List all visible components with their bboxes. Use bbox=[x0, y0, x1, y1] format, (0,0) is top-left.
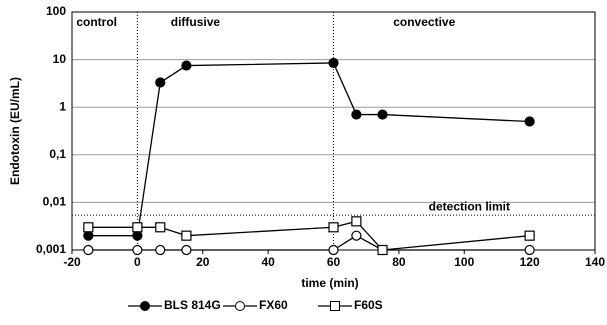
marker bbox=[328, 57, 339, 69]
y-tick-label: 0,001 bbox=[36, 242, 66, 256]
marker bbox=[328, 222, 339, 233]
marker bbox=[83, 230, 94, 241]
marker bbox=[524, 230, 535, 241]
marker bbox=[155, 222, 166, 233]
x-tick-label: 0 bbox=[134, 255, 141, 269]
x-tick-label: 40 bbox=[261, 255, 275, 269]
marker bbox=[83, 222, 94, 233]
legend-label: FX60 bbox=[259, 298, 288, 312]
x-tick-label: 80 bbox=[392, 255, 406, 269]
x-tick-label: 60 bbox=[327, 255, 341, 269]
legend-marker bbox=[330, 301, 340, 311]
y-tick-label: 0,1 bbox=[49, 147, 66, 161]
marker bbox=[181, 230, 192, 241]
x-tick-label: -20 bbox=[63, 255, 81, 269]
marker bbox=[377, 244, 388, 256]
phase-label: diffusive bbox=[171, 15, 221, 29]
marker bbox=[155, 77, 166, 88]
series-line bbox=[88, 234, 530, 251]
x-tick-label: 20 bbox=[196, 255, 210, 269]
marker bbox=[351, 230, 362, 241]
x-tick-label: 140 bbox=[585, 255, 605, 269]
y-axis-title: Endotoxin (EU/mL) bbox=[8, 77, 22, 185]
marker bbox=[155, 244, 166, 256]
x-axis-title: time (min) bbox=[301, 276, 358, 290]
marker bbox=[83, 244, 94, 256]
detection-limit-label: detection limit bbox=[429, 199, 510, 213]
legend-label: F60S bbox=[354, 298, 383, 312]
plot-frame bbox=[71, 11, 596, 251]
y-tick-label: 10 bbox=[53, 52, 67, 66]
y-tick-label: 1 bbox=[59, 99, 66, 113]
marker bbox=[181, 60, 192, 71]
marker bbox=[132, 222, 143, 233]
marker bbox=[377, 109, 388, 120]
x-tick-label: 100 bbox=[454, 255, 474, 269]
marker bbox=[181, 244, 192, 256]
phase-label: convective bbox=[393, 15, 455, 29]
legend-marker bbox=[235, 301, 245, 311]
y-tick-label: 0,01 bbox=[43, 195, 67, 209]
phase-label: control bbox=[76, 15, 117, 29]
marker bbox=[328, 244, 339, 256]
legend-label: BLS 814G bbox=[164, 298, 221, 312]
marker bbox=[132, 230, 143, 241]
x-tick-label: 120 bbox=[520, 255, 540, 269]
y-tick-label: 100 bbox=[46, 4, 66, 18]
marker bbox=[351, 216, 362, 227]
marker bbox=[351, 109, 362, 120]
marker bbox=[524, 244, 535, 256]
series-line bbox=[88, 220, 530, 251]
legend-marker bbox=[140, 301, 150, 311]
marker bbox=[524, 116, 535, 127]
marker bbox=[132, 244, 143, 256]
